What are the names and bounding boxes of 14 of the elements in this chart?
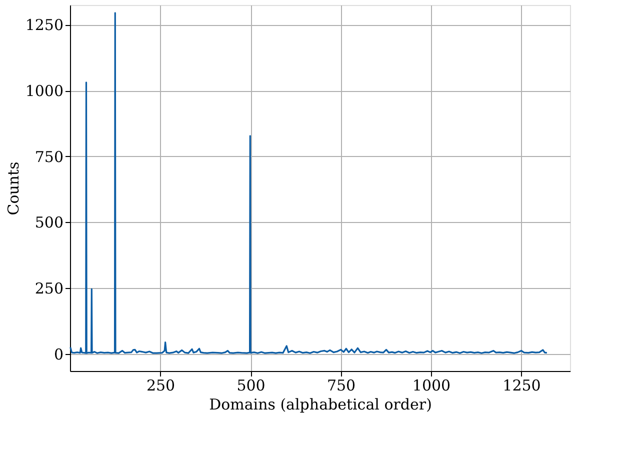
- y-axis-title: Counts: [4, 162, 22, 216]
- y-tick-label: 750: [34, 148, 64, 166]
- x-axis-title: Domains (alphabetical order): [209, 396, 432, 414]
- y-tick-label: 500: [34, 214, 64, 232]
- line-series: [70, 12, 548, 354]
- x-tick-label: 1250: [502, 376, 541, 394]
- x-tick-label: 500: [236, 376, 266, 394]
- x-tick-label: 1000: [412, 376, 451, 394]
- y-tick-label: 1250: [25, 16, 64, 34]
- y-tick-label: 1000: [25, 82, 64, 100]
- y-tick-label: 0: [54, 345, 64, 364]
- x-tick-label: 750: [326, 376, 356, 394]
- y-tick-label: 250: [34, 280, 64, 298]
- x-tick-label: 250: [146, 376, 176, 394]
